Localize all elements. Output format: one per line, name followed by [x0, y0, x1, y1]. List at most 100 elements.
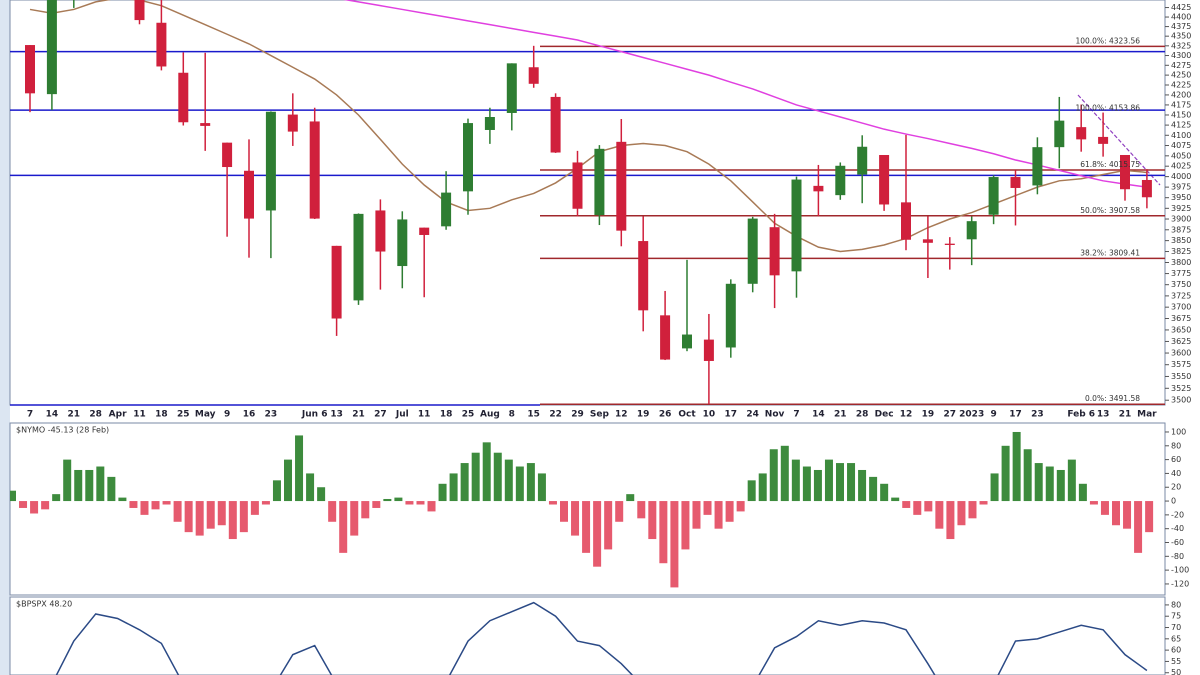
bar	[935, 501, 944, 529]
moving-average	[343, 0, 1148, 188]
candle-body	[638, 241, 649, 311]
y-tick-label: -100	[1171, 566, 1189, 575]
bar	[306, 473, 315, 502]
bar	[350, 501, 359, 536]
y-tick-label: 80	[1171, 441, 1181, 450]
bar	[151, 501, 160, 510]
candle-body	[222, 142, 233, 168]
candle-body	[463, 123, 473, 192]
y-tick-label: 70	[1171, 623, 1181, 632]
price-plot	[10, 0, 1165, 405]
x-tick-label: May	[195, 410, 216, 420]
y-tick-label: -120	[1171, 579, 1189, 588]
bar	[824, 459, 833, 502]
bar	[416, 501, 425, 505]
y-tick-label: 4350	[1171, 32, 1191, 41]
y-tick-label: 3625	[1171, 337, 1191, 346]
x-tick-label: Dec	[875, 410, 894, 420]
x-tick-label: 25	[177, 410, 190, 420]
bar	[990, 473, 999, 502]
y-tick-label: 4225	[1171, 80, 1191, 89]
x-tick-label: 23	[1031, 410, 1044, 420]
y-tick-label: 4400	[1171, 13, 1191, 22]
x-tick-label: Jul	[395, 410, 409, 420]
bar	[670, 501, 679, 588]
bar	[129, 501, 138, 508]
x-tick-label: 14	[46, 410, 59, 420]
fib-label: 100.0%: 4153.86	[1075, 103, 1140, 112]
bar	[10, 490, 16, 502]
bar	[482, 442, 491, 502]
bar	[736, 501, 745, 512]
candle-body	[353, 213, 364, 301]
bar	[847, 463, 856, 502]
candle-body	[857, 146, 868, 175]
candle-body	[1120, 154, 1130, 190]
candle-body	[703, 339, 714, 361]
candle-body	[769, 227, 780, 276]
candle-body	[616, 141, 627, 231]
bar	[162, 501, 171, 505]
bar	[957, 501, 966, 526]
x-tick-label: Sep	[590, 410, 610, 420]
bar	[19, 501, 28, 508]
candle-body	[397, 219, 408, 267]
bar	[1012, 431, 1021, 502]
bar	[659, 501, 668, 564]
y-tick-label: 3750	[1171, 280, 1191, 289]
candle-body	[944, 243, 955, 245]
x-tick-label: Jun 6	[301, 410, 328, 420]
x-tick-label: 29	[571, 410, 584, 420]
y-tick-label: 4075	[1171, 141, 1191, 150]
y-tick-label: 3825	[1171, 247, 1191, 256]
y-tick-label: 3900	[1171, 215, 1191, 224]
bpspx-panel	[9, 596, 1166, 675]
bar	[780, 445, 789, 502]
bar	[548, 501, 557, 505]
y-tick-label: 20	[1171, 483, 1181, 492]
candle-body	[660, 315, 671, 360]
bar	[504, 459, 513, 502]
bar	[52, 494, 61, 502]
bar	[703, 501, 712, 515]
candle-body	[813, 185, 824, 192]
x-tick-label: 7	[793, 410, 799, 420]
y-tick-label: 75	[1171, 612, 1181, 621]
bar	[1134, 501, 1143, 553]
x-tick-label: 8	[509, 410, 515, 420]
bar	[1112, 501, 1120, 526]
x-tick-label: 2023	[959, 410, 984, 420]
x-tick-label: Apr	[109, 410, 127, 420]
y-tick-label: 3975	[1171, 183, 1191, 192]
bar	[250, 501, 259, 515]
y-tick-label: 100	[1171, 427, 1186, 436]
y-tick-label: 3675	[1171, 314, 1191, 323]
nymo-plot	[10, 431, 1154, 588]
candle-body	[46, 0, 57, 95]
y-tick-label: -60	[1171, 538, 1184, 547]
bar	[681, 501, 690, 550]
y-tick-label: 3775	[1171, 269, 1191, 278]
y-tick-label: 3700	[1171, 303, 1191, 312]
bar	[1067, 459, 1076, 502]
y-tick-label: 4275	[1171, 61, 1191, 70]
x-tick-label: 12	[615, 410, 628, 420]
bar	[582, 501, 591, 553]
bar	[195, 501, 204, 536]
y-tick-label: 3950	[1171, 193, 1191, 202]
bar	[41, 501, 50, 510]
bar	[813, 469, 822, 502]
candle-body	[441, 192, 452, 227]
y-tick-label: 4250	[1171, 71, 1191, 80]
y-tick-label: 3850	[1171, 236, 1191, 245]
x-tick-label: Feb 6	[1067, 410, 1095, 420]
plot-background	[10, 0, 1200, 675]
panel-title: $NYMO -45.13 (28 Feb)	[16, 426, 109, 435]
nymo-panel	[9, 422, 1166, 596]
y-tick-label: 40	[1171, 469, 1181, 478]
bar	[261, 501, 270, 505]
bpspx-plot	[55, 601, 1148, 675]
bar	[526, 463, 535, 502]
bar	[107, 476, 116, 502]
candle-body	[1010, 177, 1021, 188]
